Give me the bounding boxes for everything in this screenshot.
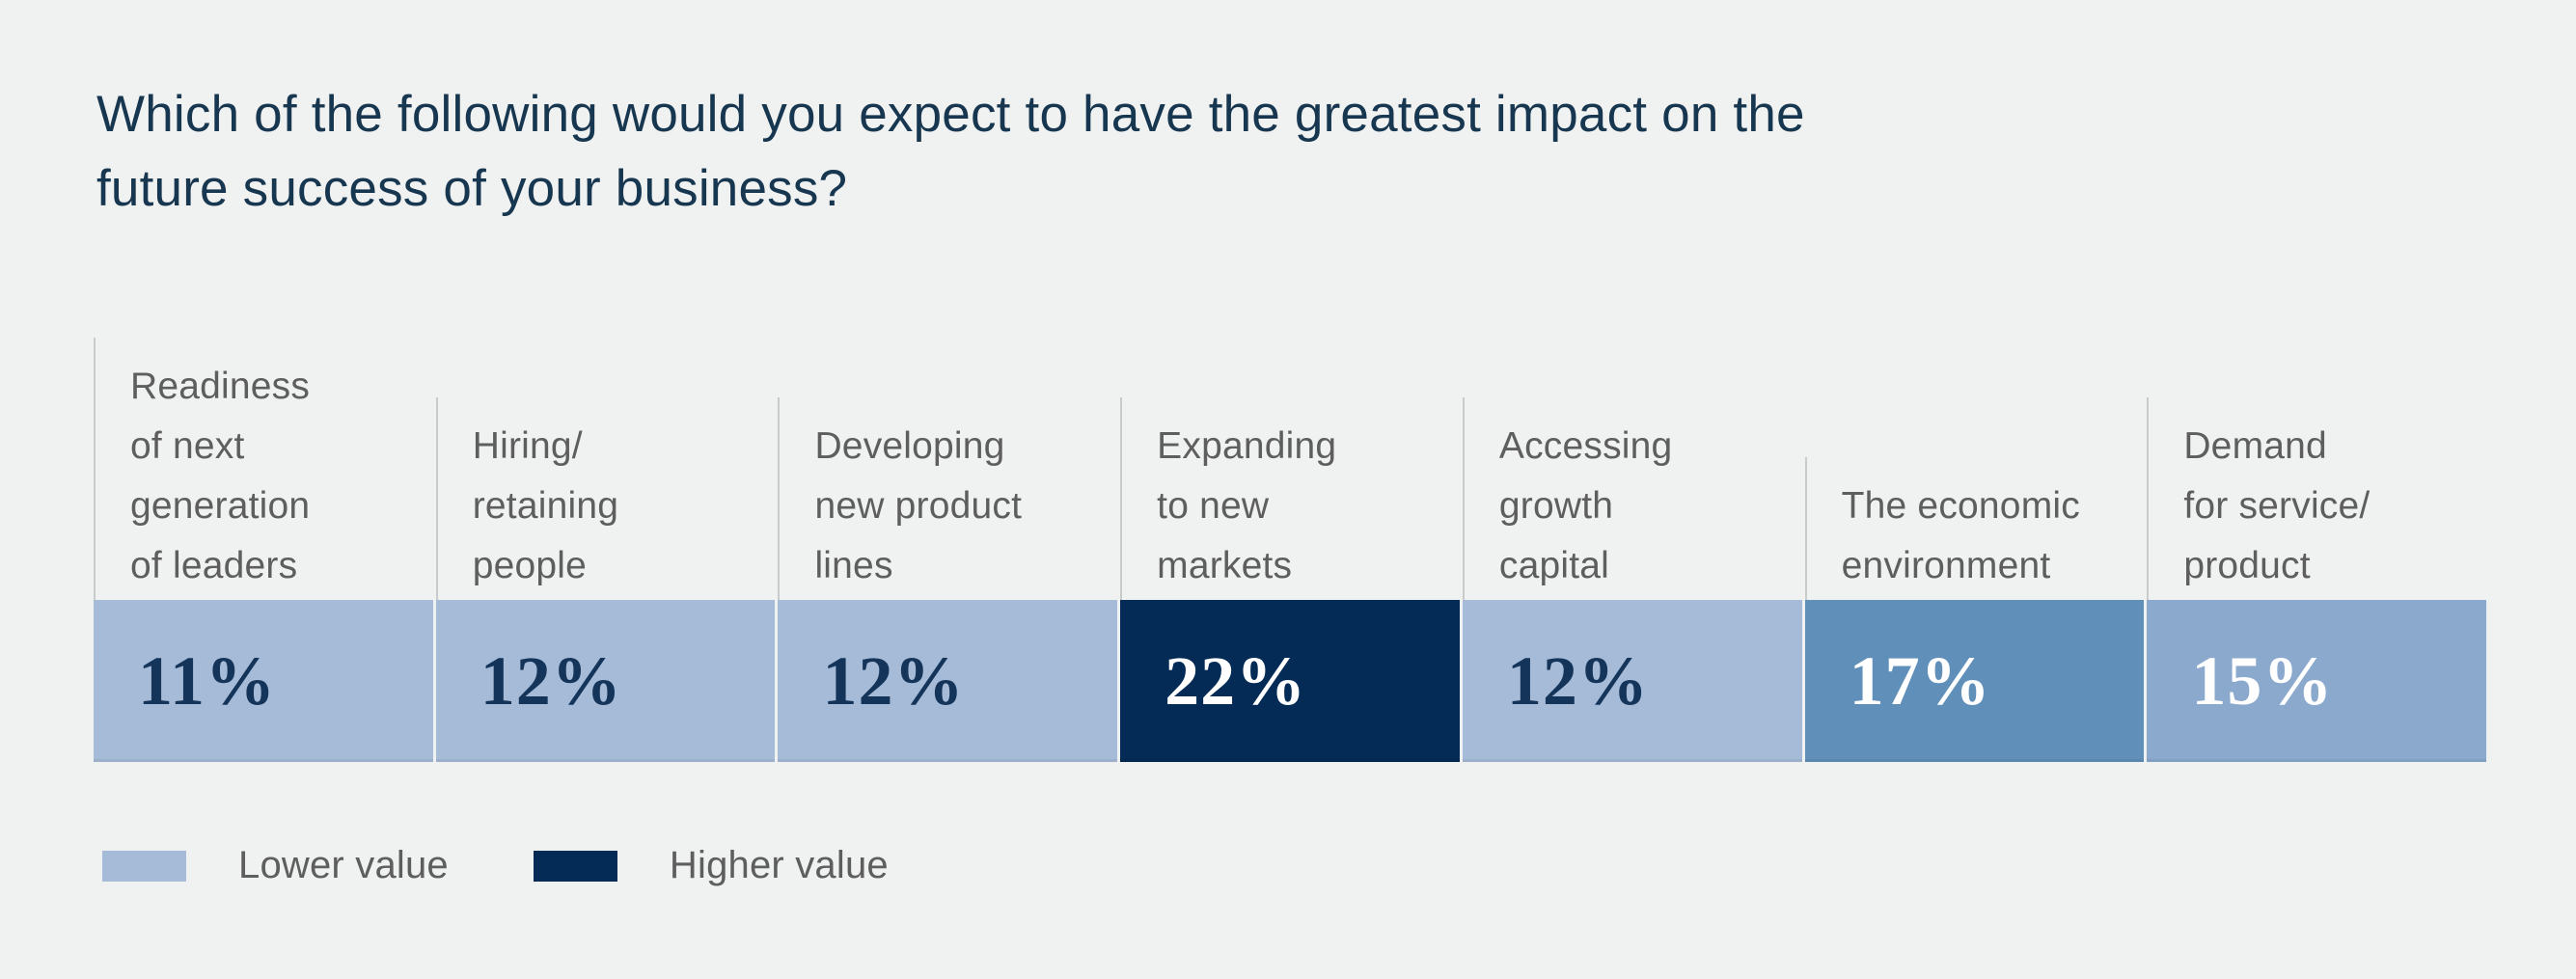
category-label-area: Hiring/retaining people [435, 338, 776, 600]
category-column: Hiring/retaining people 12% [435, 338, 776, 762]
bar-value-label: 12% [822, 641, 965, 720]
category-label-area: Accessing growth capital [1462, 338, 1802, 600]
column-separator-line [435, 397, 438, 600]
category-label: Demand for service/product [2183, 425, 2370, 586]
bar-value-label: 17% [1849, 641, 1991, 720]
bar-value-label: 11% [138, 641, 277, 720]
category-label: Accessing growth capital [1498, 425, 1673, 586]
column-separator-line [778, 397, 781, 600]
chart-title-line-1: Which of the following would you expect … [96, 86, 1805, 143]
category-column: Developing new product lines 12% [778, 338, 1118, 762]
bar-segment: 15% [2147, 600, 2487, 762]
legend-item-higher-value: Higher value [533, 844, 889, 887]
bar-value-label: 12% [1506, 641, 1649, 720]
column-separator-line [2147, 397, 2150, 600]
category-column: Readiness of next generation of leaders 11% [94, 338, 433, 762]
legend-label-lower-value: Lower value [238, 844, 449, 886]
bar-chart: Readiness of next generation of leaders 11%… [94, 338, 2487, 762]
column-separator-line [1120, 397, 1123, 600]
chart-title: Which of the following would you expect … [96, 77, 1805, 226]
category-label: Hiring/retaining people [472, 425, 619, 586]
bar-segment: 12% [778, 600, 1118, 762]
bar-value-label: 22% [1165, 641, 1307, 720]
legend-item-lower-value: Lower value [102, 844, 449, 887]
category-column: The economic environment 17% [1804, 338, 2145, 762]
bar-segment: 12% [1462, 600, 1802, 762]
category-label-area: Expanding to new markets [1120, 338, 1460, 600]
chart-legend: Lower value Higher value [102, 844, 889, 887]
category-label-area: Developing new product lines [778, 338, 1117, 600]
column-separator-line [1804, 457, 1807, 600]
bar-segment: 17% [1804, 600, 2145, 762]
category-label: Expanding to new markets [1157, 425, 1337, 586]
category-label: Developing new product lines [814, 425, 1023, 586]
category-label: Readiness of next generation of leaders [130, 366, 311, 586]
bar-value-label: 15% [2191, 641, 2334, 720]
bar-segment: 12% [435, 600, 776, 762]
category-column: Demand for service/product 15% [2147, 338, 2487, 762]
bar-segment: 22% [1120, 600, 1460, 762]
category-column: Expanding to new markets 22% [1120, 338, 1460, 762]
bar-segment: 11% [94, 600, 433, 762]
legend-swatch-higher-value [533, 850, 617, 882]
category-label-area: Demand for service/product [2147, 338, 2486, 600]
category-label-area: Readiness of next generation of leaders [94, 338, 433, 600]
category-column: Accessing growth capital 12% [1462, 338, 1802, 762]
legend-label-higher-value: Higher value [669, 844, 889, 886]
legend-swatch-lower-value [102, 850, 186, 882]
category-label: The economic environment [1841, 485, 2080, 586]
bar-value-label: 12% [480, 641, 622, 720]
column-separator-line [1462, 397, 1465, 600]
category-label-area: The economic environment [1804, 338, 2145, 600]
column-separator-line [94, 338, 96, 600]
chart-title-line-2: future success of your business? [96, 160, 848, 217]
